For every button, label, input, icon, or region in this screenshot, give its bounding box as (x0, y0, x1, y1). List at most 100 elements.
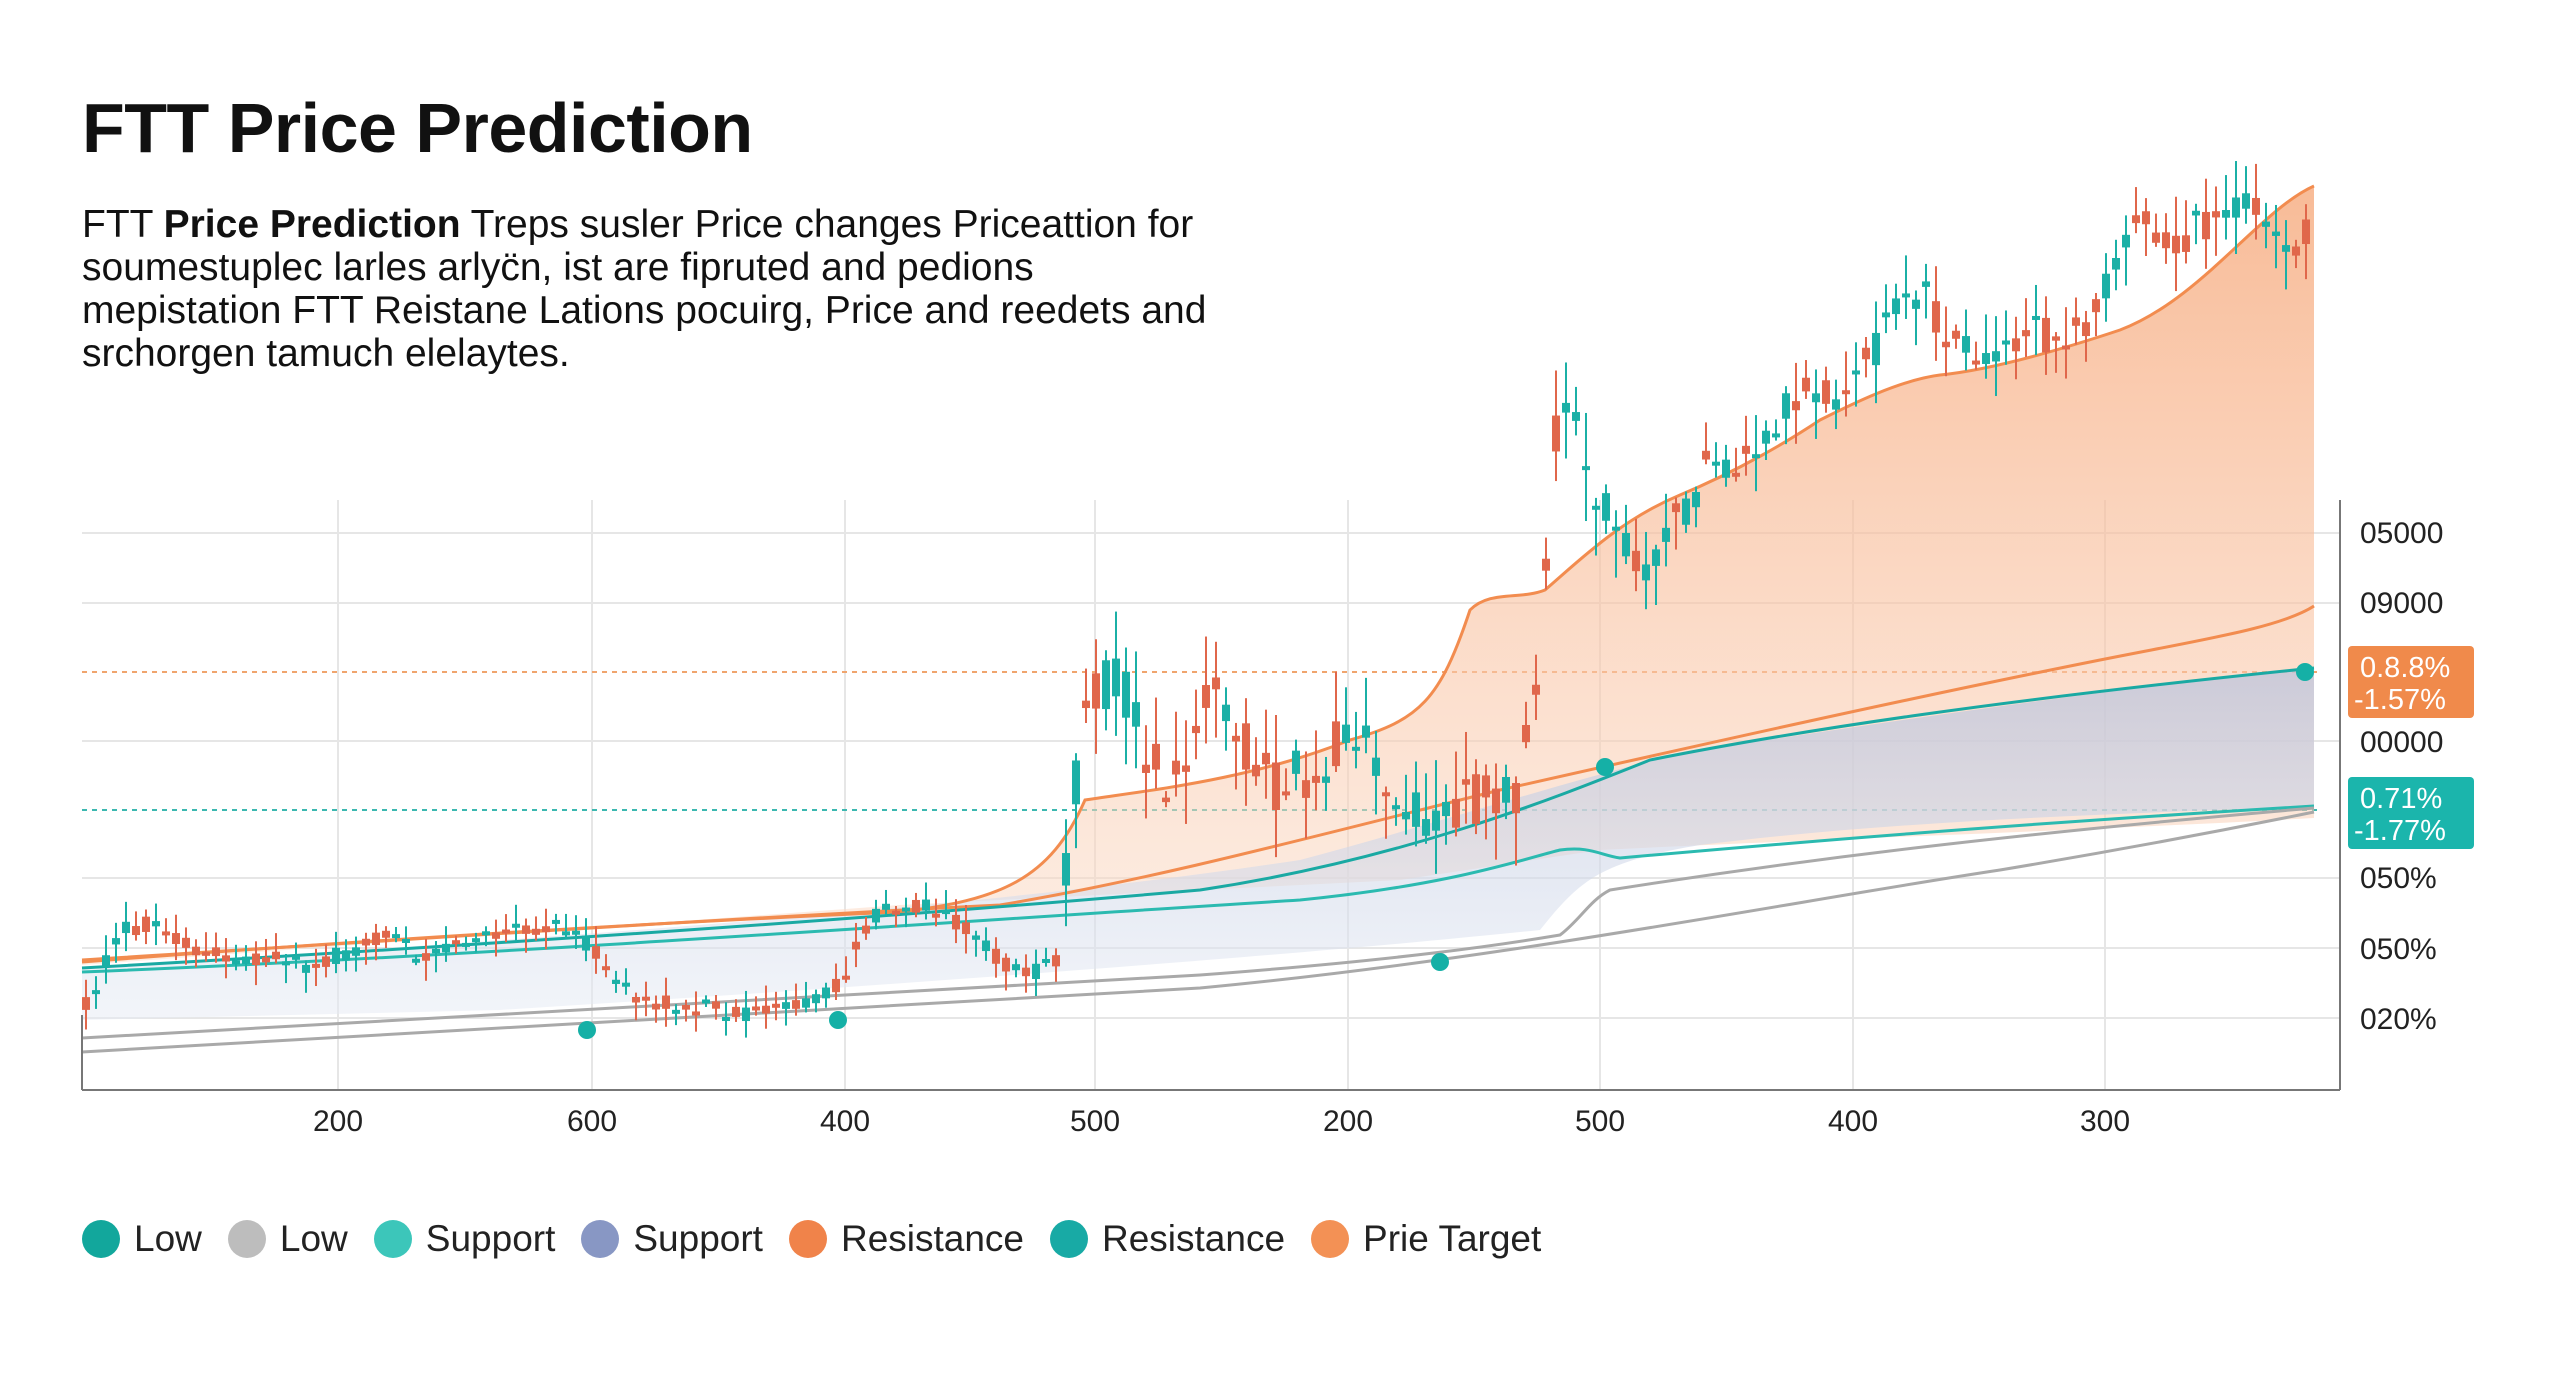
candle-body (1992, 351, 2000, 362)
candle-body (452, 940, 460, 945)
candle-body (1442, 801, 1450, 817)
description-rest: Treps susler Price changes Priceattion f… (82, 203, 1207, 375)
candle-body (162, 931, 170, 936)
support-line-upper (81, 666, 2315, 970)
lines (81, 184, 2315, 1054)
candle-body (832, 978, 840, 993)
description-bold: Price Prediction (163, 203, 461, 246)
candle-body (382, 930, 390, 938)
description: FTT Price Prediction Treps susler Price … (82, 203, 1242, 375)
candle-body (262, 957, 270, 963)
page-title: FTT Price Prediction (82, 89, 753, 167)
candle-body (1152, 743, 1160, 770)
markers (578, 663, 2314, 1039)
candle-body (92, 990, 100, 995)
candle-body (1212, 677, 1220, 690)
candle-body (122, 921, 130, 934)
candle-body (1422, 819, 1430, 836)
candle-body (112, 938, 120, 945)
candle-body (782, 1002, 790, 1009)
candle-body (712, 1001, 720, 1009)
legend-label: Support (425, 1218, 556, 1259)
candle-body (1222, 704, 1230, 722)
legend: Low Low Support Support Resistance Resistance… (82, 1218, 1567, 1260)
candle-body (532, 928, 540, 935)
candle-body (842, 975, 850, 980)
x-axis-labels: 200 600 400 500 200 500 400 300 (313, 1105, 2130, 1138)
candle-body (1402, 811, 1410, 820)
y-tick-label: 09000 (2360, 587, 2443, 620)
candle-body (932, 913, 940, 918)
candle-body (792, 1000, 800, 1009)
badge-bg (2348, 646, 2474, 718)
candle-body (82, 997, 90, 1010)
legend-item: Low (227, 1218, 348, 1260)
axes (81, 500, 2341, 1091)
candle-body (102, 955, 110, 968)
candle-body (1712, 461, 1720, 466)
candle-body (1312, 775, 1320, 783)
candle-body (182, 937, 190, 948)
candle-body (2082, 322, 2090, 337)
marker-dot (1431, 953, 1449, 971)
candle-body (762, 1005, 770, 1014)
candle-body (1792, 401, 1800, 411)
candle-body (1762, 430, 1770, 444)
candle-body (1622, 532, 1630, 557)
candle-body (282, 961, 290, 966)
candle-body (732, 1006, 740, 1017)
candle-body (372, 932, 380, 946)
candle-body (1862, 347, 1870, 360)
candle-body (1062, 853, 1070, 886)
candle-body (682, 1005, 690, 1010)
legend-swatch (1311, 1220, 1350, 1258)
legend-swatch (373, 1220, 412, 1258)
candle-body (1052, 955, 1060, 967)
candle-body (1332, 721, 1340, 767)
candle-body (1412, 792, 1420, 827)
candle-body (1752, 454, 1760, 459)
candle-body (222, 955, 230, 962)
candle-body (1352, 746, 1360, 751)
marker-dot (578, 1021, 596, 1039)
candle-body (2032, 315, 2040, 320)
candle-body (242, 956, 250, 964)
candle-body (1142, 764, 1150, 773)
candle-body (1592, 505, 1600, 510)
y-tick-label: 00000 (2360, 726, 2443, 759)
candle-body (442, 943, 450, 953)
candle-body (1732, 472, 1740, 477)
candle-body (1132, 702, 1140, 727)
candle-body (1542, 558, 1550, 571)
candle-body (402, 938, 410, 943)
candle-body (1392, 805, 1400, 810)
candle-body (1242, 723, 1250, 770)
candle-body (912, 899, 920, 913)
candle-body (2232, 197, 2240, 218)
legend-label: Support (633, 1218, 763, 1259)
legend-item: Support (373, 1218, 556, 1260)
candle-body (802, 998, 810, 1008)
candle-body (2262, 221, 2270, 227)
candle-body (1482, 775, 1490, 798)
legend-swatch (788, 1220, 827, 1258)
candle-body (2142, 211, 2150, 225)
candle-body (362, 938, 370, 946)
candle-body (642, 996, 650, 1001)
candle-body (2052, 336, 2060, 341)
candle-body (272, 951, 280, 960)
candle-body (1832, 399, 1840, 410)
badge-line1: 0.71% (2360, 783, 2442, 815)
candle-body (892, 910, 900, 915)
candle-body (1032, 963, 1040, 980)
candle-body (202, 951, 210, 956)
candle-body (702, 999, 710, 1004)
legend-item: Resistance (1050, 1218, 1285, 1260)
candle-body (1692, 492, 1700, 508)
candle-body (1892, 298, 1900, 315)
candle-body (2282, 245, 2290, 252)
candle-body (1432, 810, 1440, 831)
y-tick-label: 05000 (2360, 517, 2443, 550)
candle-body (152, 921, 160, 927)
y-axis-labels: 05000 09000 00000 050% 050% 020% (2360, 517, 2443, 1036)
